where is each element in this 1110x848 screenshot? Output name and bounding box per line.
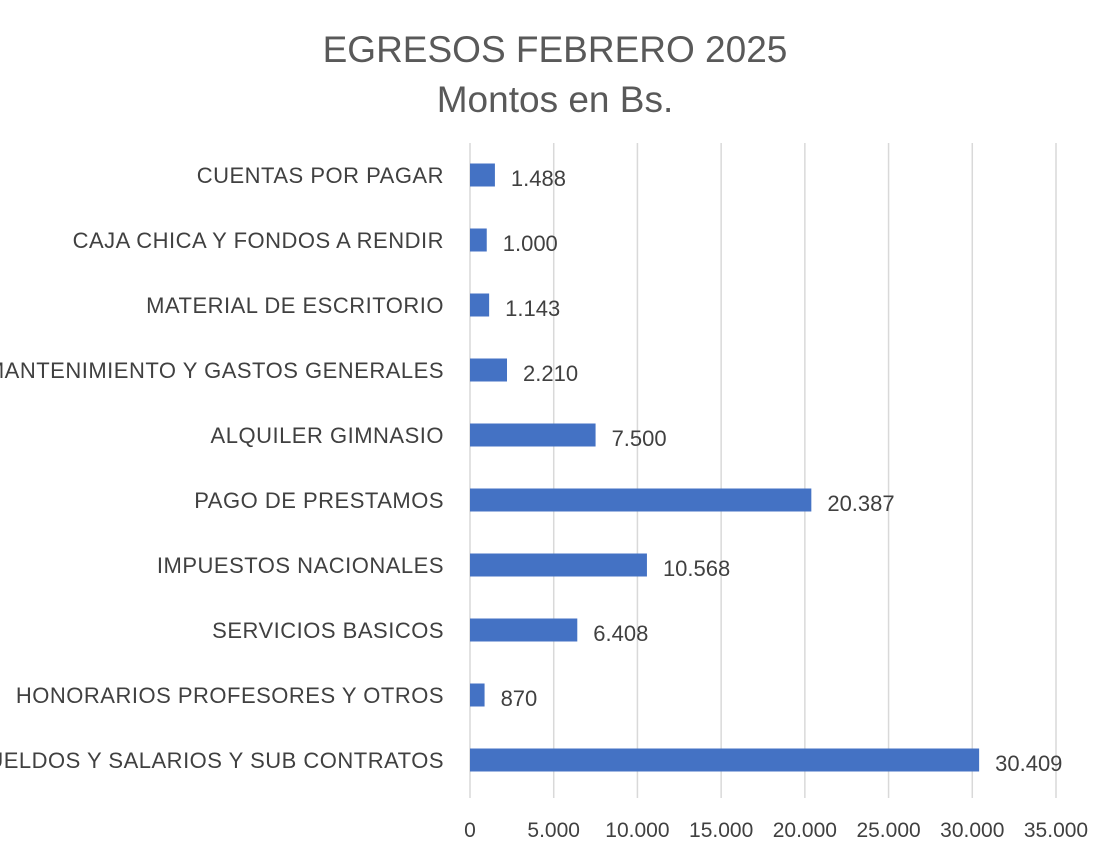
data-label: 2.210 (523, 361, 578, 386)
data-label: 1.488 (511, 166, 566, 191)
bar (470, 618, 578, 642)
category-label: CAJA CHICA Y FONDOS A RENDIR (73, 228, 444, 253)
category-label: IMPUESTOS NACIONALES (157, 553, 444, 578)
x-tick-label: 30.000 (940, 819, 1004, 842)
bar (470, 553, 647, 577)
category-label: CUENTAS POR PAGAR (197, 163, 444, 188)
bar (470, 748, 980, 772)
category-label: MATERIAL DE ESCRITORIO (146, 293, 444, 318)
x-tick-label: 10.000 (605, 819, 669, 842)
bars (470, 163, 980, 772)
category-label: SERVICIOS BASICOS (212, 618, 444, 643)
category-label: PAGO DE PRESTAMOS (194, 488, 444, 513)
data-label: 1.143 (505, 296, 560, 321)
x-tick-label: 35.000 (1024, 819, 1088, 842)
data-label: 1.000 (503, 231, 558, 256)
bar (470, 488, 812, 512)
chart-subtitle: Montos en Bs. (437, 79, 674, 120)
chart-title: EGRESOS FEBRERO 2025 (323, 29, 788, 70)
data-label: 7.500 (612, 426, 667, 451)
bar (470, 228, 487, 252)
bar (470, 683, 485, 707)
bar (470, 423, 596, 447)
labels: 0 5.000 10.000 15.000 20.000 25.000 30.000 35.0… (0, 163, 1088, 842)
category-label: MANTENIMIENTO Y GASTOS GENERALES (0, 358, 444, 383)
data-label: 870 (501, 686, 538, 711)
data-label: 20.387 (827, 491, 894, 516)
data-label: 6.408 (593, 621, 648, 646)
bar (470, 293, 490, 317)
data-label: 30.409 (995, 751, 1062, 776)
gridlines (469, 143, 1057, 798)
category-label: SUELDOS Y SALARIOS Y SUB CONTRATOS (0, 748, 444, 773)
category-label: ALQUILER GIMNASIO (211, 423, 444, 448)
x-tick-label: 0 (464, 819, 476, 842)
bar (470, 358, 508, 382)
x-tick-label: 25.000 (856, 819, 920, 842)
data-label: 10.568 (663, 556, 730, 581)
x-tick-label: 15.000 (689, 819, 753, 842)
x-tick-label: 5.000 (527, 819, 580, 842)
bar (470, 163, 495, 187)
x-tick-label: 20.000 (773, 819, 837, 842)
category-label: HONORARIOS PROFESORES Y OTROS (16, 683, 444, 708)
